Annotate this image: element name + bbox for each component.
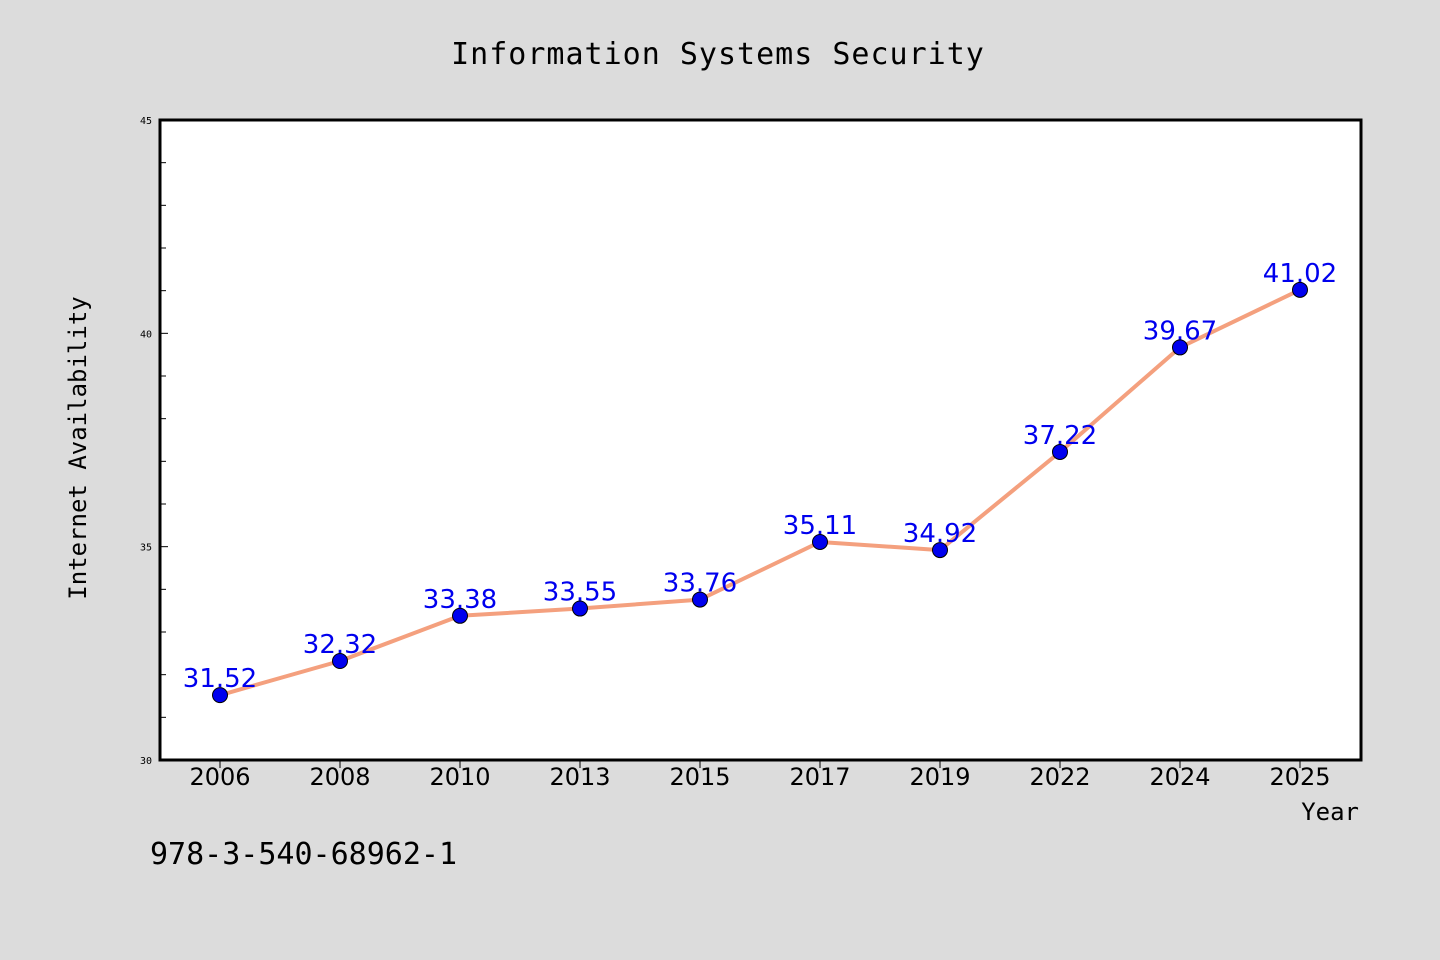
data-label: 33.55 xyxy=(543,578,617,608)
data-label: 37.22 xyxy=(1023,421,1097,451)
x-axis-label: Year xyxy=(1301,798,1359,826)
data-point xyxy=(1172,339,1188,356)
x-tick-label: 2022 xyxy=(1029,763,1090,791)
data-point xyxy=(212,687,228,704)
series-group: 31.52 32.32 33.38 33.55 33.76 35.11 34.92 37.22… xyxy=(183,259,1337,704)
y-tick-label: 35 xyxy=(140,543,152,554)
data-point xyxy=(1052,443,1068,460)
x-tick-label: 2006 xyxy=(189,763,250,791)
data-label: 39.67 xyxy=(1143,316,1217,346)
data-point xyxy=(572,600,588,617)
data-point xyxy=(692,591,708,608)
y-axis-label: Internet Availability xyxy=(64,296,92,599)
data-label: 35.11 xyxy=(783,511,857,541)
x-tick-label: 2024 xyxy=(1149,763,1210,791)
data-label: 41.02 xyxy=(1263,259,1337,289)
data-point xyxy=(452,607,468,624)
data-point xyxy=(932,542,948,559)
data-label: 32.32 xyxy=(303,630,377,660)
x-tick-label: 2010 xyxy=(429,763,490,791)
x-tick-label: 2025 xyxy=(1269,763,1330,791)
data-point xyxy=(812,533,828,550)
series-line xyxy=(219,288,1301,698)
isbn-annotation: 978-3-540-68962-1 xyxy=(150,837,457,872)
data-label: 34.92 xyxy=(903,519,977,549)
x-axis: 2006 2008 2010 2013 2015 2017 2019 2022 2024 2025 xyxy=(189,760,1331,791)
y-tick-label: 30 xyxy=(140,756,152,767)
x-tick-label: 2017 xyxy=(789,763,850,791)
chart-title: Information Systems Security xyxy=(451,37,985,72)
y-axis: 30 35 40 45 xyxy=(140,116,168,767)
data-label: 31.52 xyxy=(183,664,257,694)
data-label: 33.76 xyxy=(663,569,737,599)
x-tick-label: 2015 xyxy=(669,763,730,791)
data-label: 33.38 xyxy=(423,585,497,615)
x-tick-label: 2013 xyxy=(549,763,610,791)
y-tick-label: 40 xyxy=(140,329,152,340)
x-tick-label: 2019 xyxy=(909,763,970,791)
data-point xyxy=(1292,281,1308,298)
x-tick-label: 2008 xyxy=(309,763,370,791)
y-tick-label: 45 xyxy=(140,116,152,127)
data-point xyxy=(332,653,348,670)
